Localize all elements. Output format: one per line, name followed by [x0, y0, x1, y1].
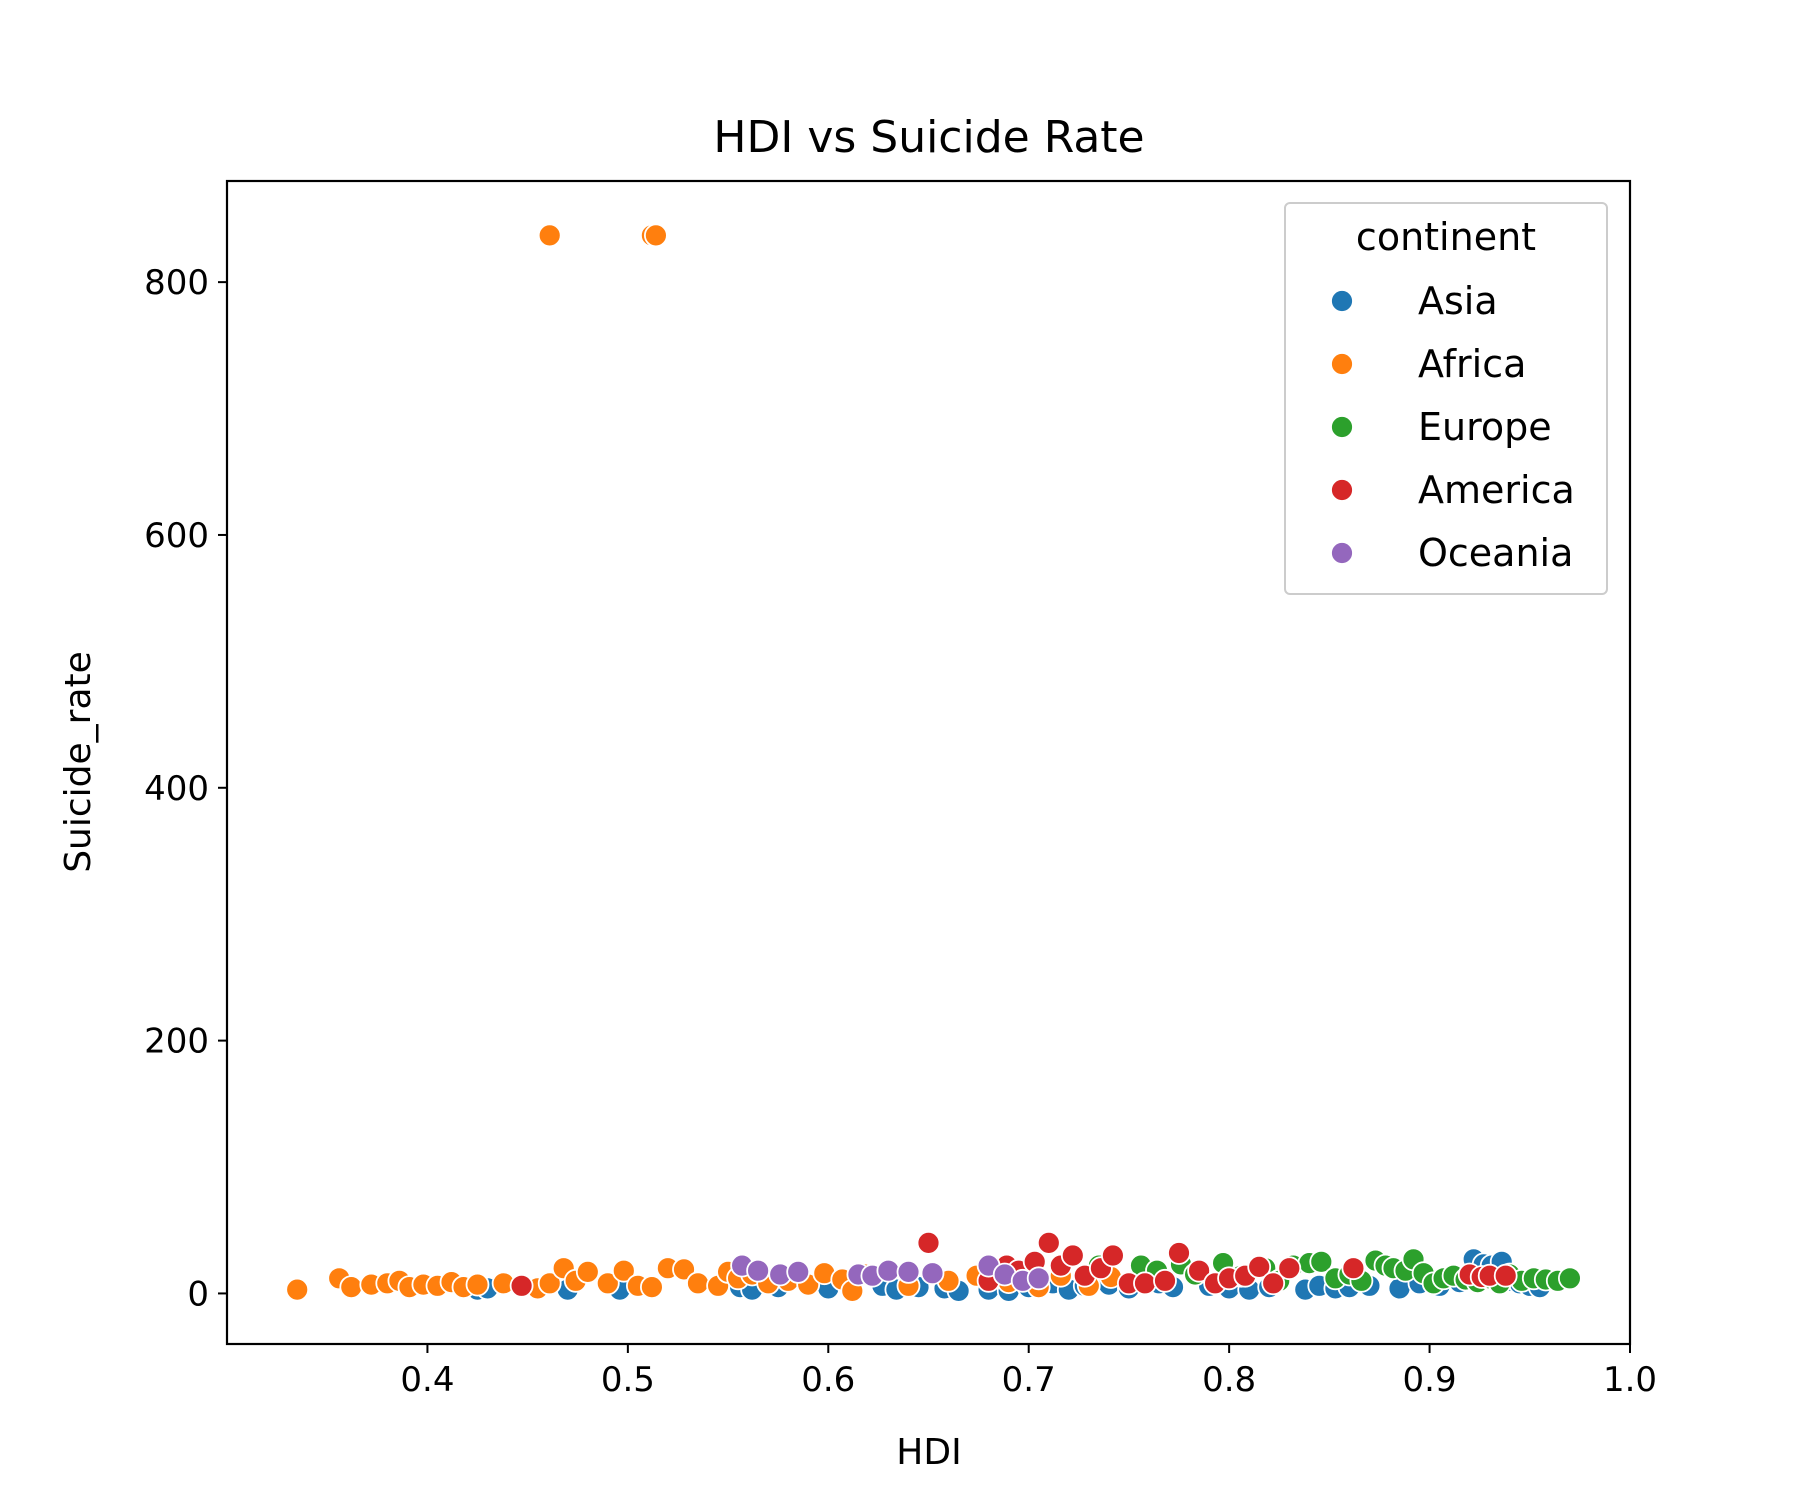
point-america-8	[1060, 1243, 1085, 1268]
point-europe-11	[1309, 1249, 1334, 1274]
legend-label-america: America	[1418, 468, 1575, 512]
point-oceania-1	[746, 1258, 770, 1283]
point-africa-23	[611, 1258, 636, 1283]
point-africa-2	[644, 223, 668, 248]
x-tick-label-2: 0.6	[801, 1360, 855, 1400]
x-axis: 0.4 0.5 0.6 0.7 0.8 0.9 1.0	[400, 1344, 1657, 1400]
point-oceania-6	[876, 1258, 901, 1283]
point-america-23	[1341, 1256, 1366, 1281]
y-tick-label-1: 200	[144, 1022, 209, 1062]
x-tick-label-1: 0.5	[601, 1360, 655, 1400]
point-africa-25	[640, 1275, 664, 1299]
legend-label-europe: Europe	[1418, 405, 1552, 449]
point-africa-18	[537, 1271, 562, 1296]
legend-marker-africa	[1330, 352, 1354, 376]
point-oceania-7	[896, 1260, 921, 1284]
point-america-21	[1261, 1271, 1286, 1296]
point-africa-5	[339, 1275, 364, 1299]
legend-label-oceania: Oceania	[1418, 531, 1573, 575]
y-tick-label-4: 800	[144, 263, 209, 303]
legend-label-africa: Africa	[1418, 342, 1526, 386]
point-africa-3	[285, 1277, 310, 1302]
point-america-14	[1153, 1268, 1177, 1293]
legend-items: Asia Africa Europe America Oceania	[1330, 279, 1575, 575]
y-axis: 0 200 400 600 800	[144, 263, 227, 1314]
points-layer	[285, 223, 1582, 1303]
legend-marker-europe	[1330, 415, 1354, 439]
legend: continent Asia Africa Europe America Oceania	[1284, 202, 1608, 595]
point-america-20	[1247, 1255, 1272, 1279]
point-africa-21	[575, 1260, 600, 1284]
point-america-0	[509, 1273, 534, 1298]
legend-marker-oceania	[1330, 541, 1354, 565]
y-tick-label-2: 400	[144, 769, 209, 809]
point-europe-33	[1558, 1266, 1582, 1291]
x-tick-label-0: 0.4	[400, 1360, 454, 1400]
point-america-13	[1133, 1271, 1157, 1296]
y-axis-label: Suicide_rate	[58, 651, 99, 873]
legend-title: continent	[1356, 215, 1536, 259]
legend-label-asia: Asia	[1418, 279, 1498, 323]
point-america-22	[1277, 1256, 1302, 1281]
y-tick-label-3: 600	[144, 516, 209, 556]
point-america-16	[1187, 1258, 1211, 1283]
point-africa-14	[465, 1272, 490, 1297]
point-america-1	[916, 1231, 941, 1255]
point-africa-28	[686, 1271, 710, 1296]
plot-frame	[225, 179, 1632, 1346]
x-tick-label-5: 0.9	[1403, 1360, 1457, 1400]
point-oceania-8	[920, 1261, 945, 1286]
x-tick-label-6: 1.0	[1603, 1360, 1657, 1400]
chart-title: HDI vs Suicide Rate	[713, 112, 1144, 163]
legend-frame	[1284, 202, 1608, 595]
point-africa-27	[672, 1257, 696, 1282]
point-america-6	[1036, 1231, 1061, 1255]
point-america-27	[1493, 1263, 1518, 1288]
point-oceania-3	[786, 1260, 811, 1284]
point-america-15	[1167, 1241, 1191, 1265]
x-axis-label: HDI	[896, 1432, 961, 1473]
point-oceania-12	[1026, 1266, 1051, 1291]
legend-marker-america	[1330, 478, 1354, 502]
y-tick-label-0: 0	[187, 1274, 209, 1314]
point-america-11	[1101, 1243, 1125, 1268]
point-africa-22	[595, 1271, 620, 1296]
x-tick-label-3: 0.7	[1002, 1360, 1056, 1400]
point-africa-0	[537, 223, 562, 248]
legend-marker-asia	[1330, 289, 1354, 313]
x-tick-label-4: 0.8	[1202, 1360, 1256, 1400]
